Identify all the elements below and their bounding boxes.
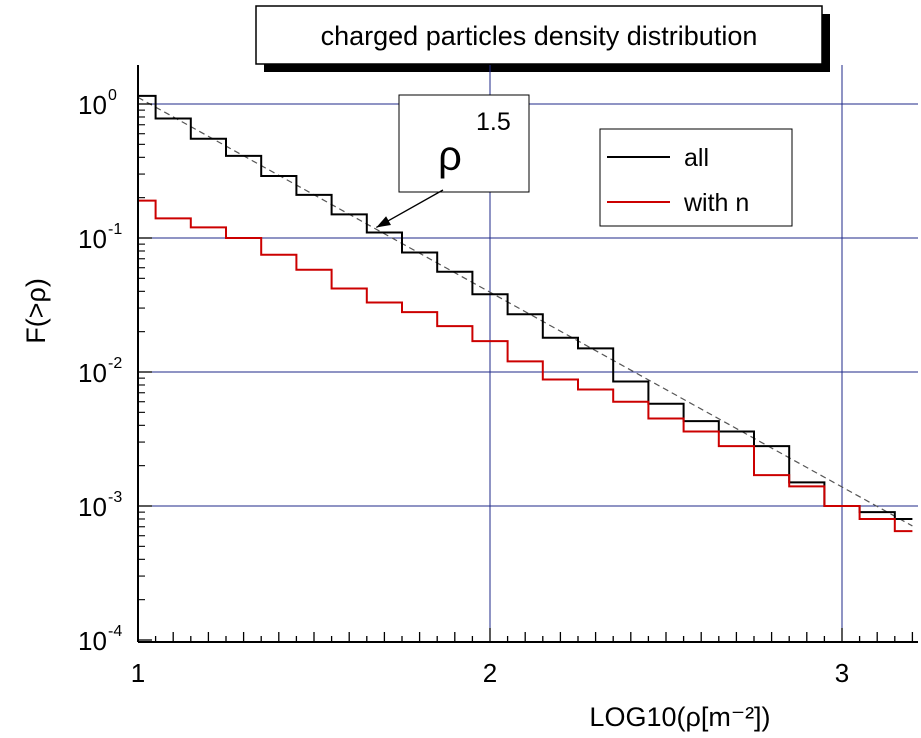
x-tick-label: 2 bbox=[483, 658, 497, 688]
y-tick-label: 10 bbox=[78, 358, 107, 388]
chart-title: charged particles density distribution bbox=[321, 21, 758, 51]
x-axis-label: LOG10(ρ[m⁻²]) bbox=[589, 702, 770, 732]
y-tick-exponent: -3 bbox=[108, 489, 122, 506]
annotation-exponent: 1.5 bbox=[476, 108, 511, 136]
series-group bbox=[138, 94, 913, 533]
legend-label-all: all bbox=[684, 144, 709, 172]
annotation-label: ρ bbox=[438, 132, 462, 179]
legend: all with n bbox=[599, 128, 793, 227]
slope-annotation: ρ 1.5 bbox=[376, 94, 530, 229]
annotation-box bbox=[398, 94, 530, 193]
annotation-arrowhead bbox=[376, 216, 391, 228]
axes bbox=[137, 65, 918, 643]
y-axis-label: F(>ρ) bbox=[21, 278, 51, 344]
x-tick-label: 3 bbox=[835, 658, 849, 688]
title-box: charged particles density distribution bbox=[255, 5, 830, 72]
reference-line bbox=[137, 96, 913, 527]
x-tick-labels: 1 2 3 bbox=[131, 658, 849, 688]
y-tick-label: 10 bbox=[78, 224, 107, 254]
y-tick-label: 10 bbox=[78, 492, 107, 522]
y-tick-exponent: -4 bbox=[108, 623, 122, 640]
legend-frame bbox=[599, 128, 793, 227]
reference-dashed-line bbox=[137, 96, 913, 527]
legend-label-with-n: with n bbox=[683, 189, 749, 217]
y-tick-label: 10 bbox=[78, 626, 107, 656]
y-tick-exponent: -2 bbox=[108, 355, 122, 372]
series-all bbox=[138, 94, 913, 520]
title-frame bbox=[255, 5, 823, 65]
y-tick-exponent: 0 bbox=[108, 87, 117, 104]
y-tick-exponent: -1 bbox=[108, 221, 122, 238]
x-tick-label: 1 bbox=[131, 658, 145, 688]
y-tick-label: 10 bbox=[78, 90, 107, 120]
series-with-n bbox=[138, 199, 913, 533]
